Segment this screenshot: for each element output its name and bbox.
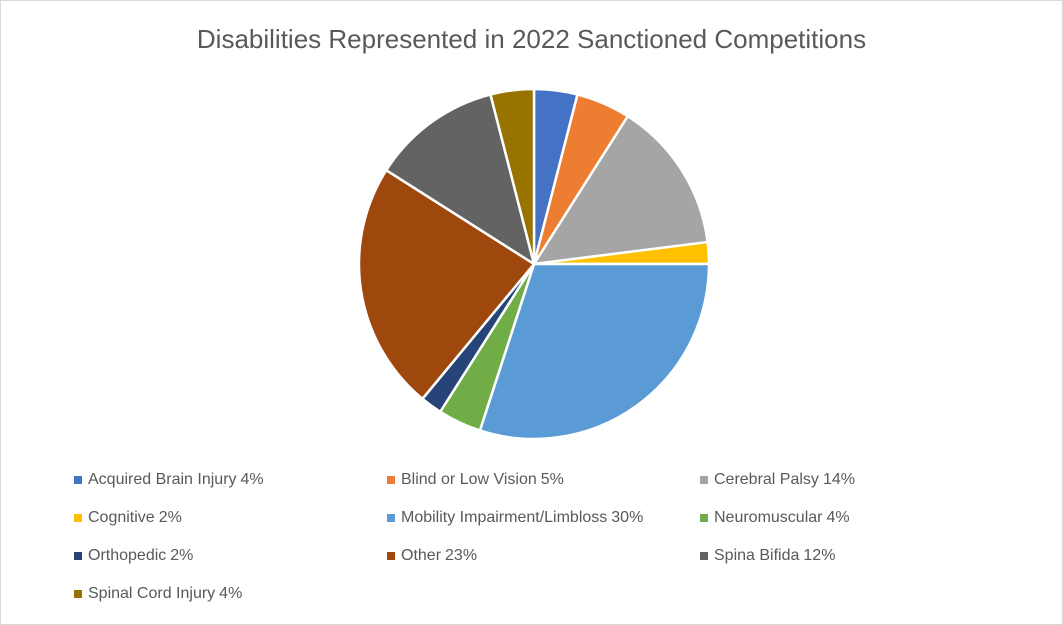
legend-item-acquired-brain-injury: Acquired Brain Injury 4%	[74, 471, 264, 489]
legend-swatch	[700, 476, 708, 484]
legend-label: Acquired Brain Injury	[88, 471, 237, 488]
legend-swatch	[74, 514, 82, 522]
legend-percent: 4%	[826, 509, 850, 526]
pie-slice-spina-bifida	[384, 93, 536, 266]
legend-label: Other	[401, 547, 442, 564]
legend-percent: 4%	[240, 471, 264, 488]
pie-slice-spinal-cord-injury	[489, 87, 536, 266]
legend-label: Blind or Low Vision	[401, 471, 537, 488]
legend-item-blind-or-low-vision: Blind or Low Vision 5%	[387, 471, 564, 489]
legend-swatch	[700, 514, 708, 522]
legend-percent: 30%	[611, 509, 644, 526]
legend-swatch	[74, 590, 82, 598]
legend-item-orthopedic: Orthopedic 2%	[74, 547, 193, 565]
legend-swatch	[387, 514, 395, 522]
legend-item-cerebral-palsy: Cerebral Palsy 14%	[700, 471, 855, 489]
pie-slice-other	[357, 168, 536, 401]
legend-item-other: Other 23%	[387, 547, 477, 565]
pie-slice-mobility-impairment-limbloss	[478, 262, 711, 441]
legend-percent: 23%	[445, 547, 478, 564]
legend-label: Mobility Impairment/Limbloss	[401, 509, 608, 526]
legend-item-mobility-impairment-limbloss: Mobility Impairment/Limbloss 30%	[387, 509, 643, 527]
legend-percent: 12%	[803, 547, 836, 564]
legend-percent: 4%	[219, 585, 243, 602]
legend-percent: 5%	[540, 471, 564, 488]
legend-item-neuromuscular: Neuromuscular 4%	[700, 509, 850, 527]
legend-percent: 14%	[822, 471, 855, 488]
legend-label: Orthopedic	[88, 547, 167, 564]
legend-swatch	[74, 552, 82, 560]
legend-item-spinal-cord-injury: Spinal Cord Injury 4%	[74, 585, 242, 603]
legend-item-cognitive: Cognitive 2%	[74, 509, 182, 527]
chart-title: Disabilities Represented in 2022 Sanctio…	[196, 24, 867, 54]
legend-swatch	[74, 476, 82, 484]
legend-label: Spinal Cord Injury	[88, 585, 216, 602]
legend-swatch	[700, 552, 708, 560]
legend-swatch	[387, 476, 395, 484]
legend-label: Neuromuscular	[714, 509, 823, 526]
legend-label: Cognitive	[88, 509, 155, 526]
legend-label: Spina Bifida	[714, 547, 800, 564]
pie-slice-cerebral-palsy	[532, 114, 709, 266]
legend-item-spina-bifida: Spina Bifida 12%	[700, 547, 835, 565]
legend-swatch	[387, 552, 395, 560]
legend-percent: 2%	[158, 509, 182, 526]
legend-percent: 2%	[170, 547, 194, 564]
legend-label: Cerebral Palsy	[714, 471, 819, 488]
